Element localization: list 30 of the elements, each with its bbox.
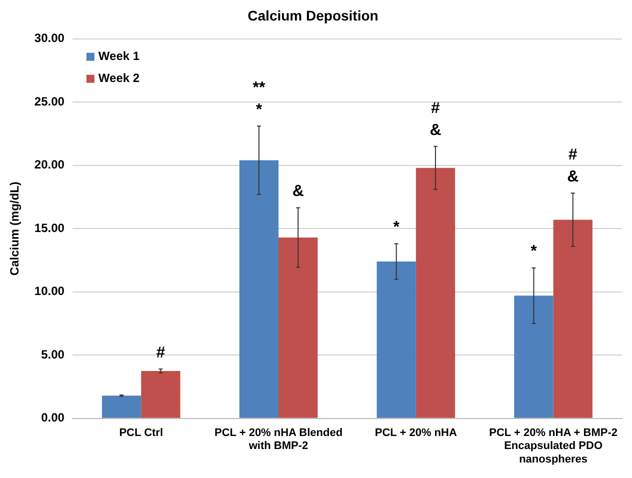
y-tick-label: 5.00	[41, 347, 65, 362]
bar	[239, 160, 279, 418]
x-tick-label: PCL Ctrl	[119, 427, 164, 440]
annotation: # &	[567, 146, 580, 186]
legend-label: Week 2	[98, 71, 140, 86]
y-tick-label: 15.00	[34, 220, 65, 235]
chart-title: Calcium Deposition	[248, 7, 378, 24]
bar	[278, 237, 318, 418]
x-tick-label: PCL + 20% nHA	[374, 427, 457, 440]
legend-label: Week 1	[98, 49, 140, 64]
y-tick-label: 10.00	[34, 284, 65, 298]
bar	[416, 168, 456, 418]
y-tick-label: 0.00	[41, 410, 65, 425]
annotation: *	[530, 243, 538, 260]
y-axis-title: Calcium (mg/dL)	[8, 182, 22, 276]
annotation: ** *	[252, 80, 266, 119]
y-tick-label: 30.00	[34, 31, 65, 46]
bar	[141, 370, 180, 418]
y-tick-label: 25.00	[34, 94, 65, 108]
bar	[376, 262, 416, 418]
annotation: # &	[430, 100, 442, 139]
bar	[514, 296, 554, 418]
x-tick-label: PCL + 20% nHA Blended with BMP-2	[214, 427, 343, 452]
x-tick-label: PCL + 20% nHA + BMP-2 Encapsulated PDO nanospheres	[489, 427, 618, 466]
annotation: &	[292, 183, 304, 200]
annotation: *	[393, 219, 400, 236]
y-tick-label: 20.00	[34, 158, 65, 172]
annotation: #	[156, 344, 166, 362]
bar	[553, 220, 592, 418]
bar	[102, 396, 142, 418]
